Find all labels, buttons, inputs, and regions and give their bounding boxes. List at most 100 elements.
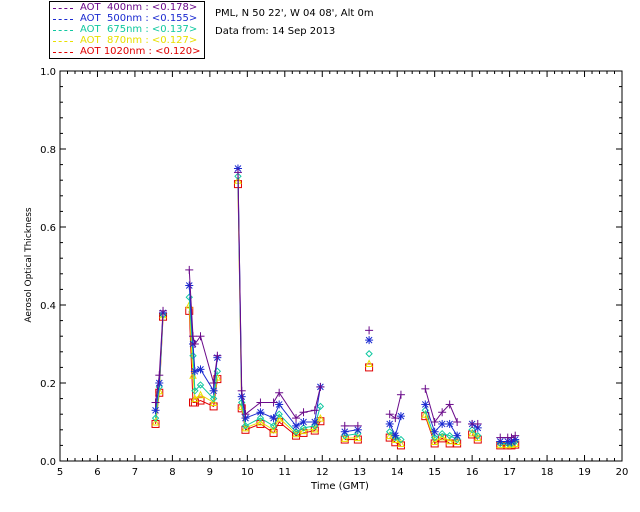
legend-label-400nm: AOT 400nm : <0.178> [80,2,198,13]
legend-label-870nm: AOT 870nm : <0.127> [80,35,198,46]
point-500nm [341,428,349,436]
x-tick-label: 9 [207,467,213,478]
point-500nm [311,418,319,426]
point-870nm [385,431,394,440]
point-675nm [196,381,205,389]
x-tick-label: 17 [503,467,516,478]
point-500nm [257,408,264,416]
x-tick-label: 14 [391,467,404,478]
legend-label-1020nm: AOT 1020nm : <0.120> [80,46,201,57]
point-500nm [210,387,217,395]
legend-label-500nm: AOT 500nm : <0.155> [80,13,198,24]
point-500nm [365,336,373,344]
point-675nm [496,439,504,448]
legend-item-400nm: AOT 400nm : <0.178> [50,2,206,14]
point-500nm [197,365,204,373]
point-675nm [474,431,482,440]
point-675nm [269,422,278,430]
series-line-675nm [471,429,479,436]
point-675nm [155,383,163,391]
point-500nm [152,406,159,414]
x-axis-label: Time (GMT) [310,481,369,492]
legend-label-675nm: AOT 675nm : <0.137> [80,24,198,35]
series-line-870nm [344,437,358,439]
plot-marks [151,164,520,450]
series-line-675nm [424,410,458,440]
point-675nm [299,424,308,432]
point-675nm [354,429,362,438]
series-line-400nm [188,269,218,384]
point-675nm [189,351,197,360]
point-675nm [185,293,193,301]
series-line-1020nm [237,184,321,437]
point-675nm [397,435,405,444]
point-870nm [196,390,205,399]
point-870nm [340,434,349,442]
y-axis-label: Aerosol Optical Thickness [24,207,34,323]
legend-swatch-500nm [53,19,73,20]
y-tick-label: 0.2 [40,379,56,390]
point-675nm [365,350,373,358]
y-tick-label: 0.0 [40,457,56,468]
point-500nm [275,401,283,408]
legend-swatch-1020nm [53,52,73,53]
x-tick-label: 11 [278,467,291,478]
point-675nm [385,428,394,436]
point-675nm [209,394,218,403]
legend-item-1020nm: AOT 1020nm : <0.120> [50,46,206,58]
point-675nm [438,429,446,438]
point-870nm [151,417,160,426]
point-500nm [431,428,439,436]
point-870nm [365,359,373,367]
legend-item-500nm: AOT 500nm : <0.155> [50,13,206,25]
legend-swatch-870nm [53,41,73,42]
point-870nm [397,439,405,447]
point-675nm [316,402,325,411]
x-tick-label: 10 [241,467,254,478]
point-500nm [238,393,246,401]
point-870nm [354,433,362,442]
point-870nm [468,428,476,437]
point-675nm [191,387,199,395]
x-tick-label: 12 [316,467,329,478]
data-date: Data from: 14 Sep 2013 [215,26,336,37]
point-870nm [299,426,308,435]
point-500nm [438,420,446,428]
point-870nm [269,425,278,434]
series-870nm [151,176,520,449]
point-500nm [292,422,300,430]
point-675nm [391,433,400,442]
legend-item-870nm: AOT 870nm : <0.127> [50,35,206,47]
point-870nm [316,413,325,422]
x-tick-label: 18 [541,467,554,478]
point-870nm [430,437,439,445]
y-tick-label: 0.6 [40,223,56,234]
point-675nm [341,431,349,440]
x-tick-label: 15 [428,467,441,478]
x-tick-label: 6 [94,467,100,478]
x-tick-label: 8 [169,467,175,478]
point-500nm [446,420,454,428]
point-675nm [292,428,300,436]
point-675nm [445,431,454,440]
point-1020nm [299,428,308,437]
point-870nm [256,417,265,426]
x-tick-label: 20 [616,467,629,478]
point-675nm [430,433,439,442]
point-500nm [453,432,461,440]
point-675nm [311,422,319,430]
point-870nm [209,398,218,406]
x-tick-label: 16 [466,467,479,478]
series-400nm [151,168,520,442]
point-675nm [275,410,283,418]
point-870nm [438,432,446,441]
point-500nm [155,379,163,387]
point-1020nm [365,363,374,372]
point-500nm [300,418,307,426]
point-870nm [213,373,222,381]
station-location: PML, N 50 22', W 04 08', Alt 0m [215,8,374,19]
series-line-1020nm [471,434,479,440]
point-500nm [386,420,394,428]
point-500nm [391,432,399,440]
